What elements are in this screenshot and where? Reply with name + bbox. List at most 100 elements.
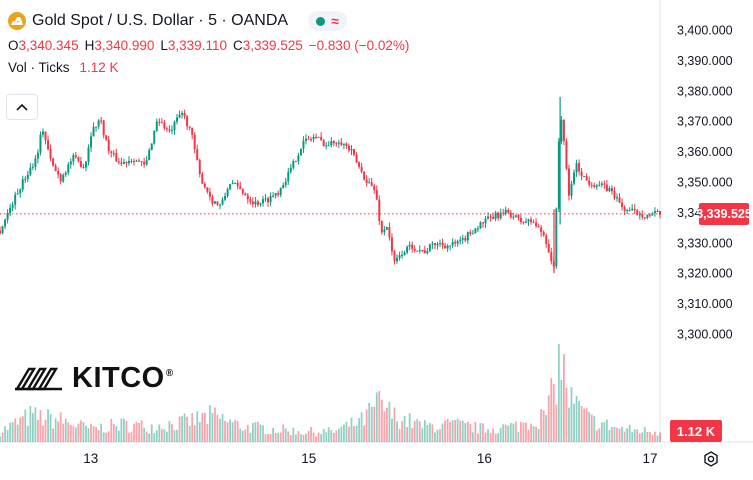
volume-bar — [97, 430, 100, 442]
candle-body — [380, 220, 383, 233]
candle-body — [107, 139, 110, 152]
volume-bar — [90, 423, 92, 442]
volume-bar — [130, 431, 133, 442]
candle-body — [373, 185, 376, 190]
candle-body — [320, 136, 323, 141]
candle-body — [583, 176, 586, 178]
volume-bar — [583, 408, 586, 442]
candle-body — [287, 171, 290, 182]
volume-bar — [153, 433, 156, 442]
candle-body — [570, 183, 573, 196]
volume-bar — [557, 344, 560, 442]
volume-bar — [444, 420, 446, 442]
kitco-watermark: KITCO® — [14, 362, 174, 395]
candle-body — [269, 196, 272, 203]
symbol-title[interactable]: Gold Spot / U.S. Dollar · 5 · OANDA — [32, 12, 289, 29]
candle-body — [282, 184, 285, 189]
volume-bar — [600, 422, 603, 442]
candle-body — [72, 155, 75, 162]
volume-bar — [568, 407, 570, 442]
collapse-legend-button[interactable] — [6, 94, 38, 120]
volume-bar — [537, 428, 540, 442]
candle-body — [621, 202, 624, 207]
last-price-tag: 3,339.525 — [696, 202, 752, 225]
volume-bar — [100, 423, 103, 442]
volume-bar — [297, 431, 300, 442]
candle-body — [9, 207, 12, 213]
volume-bar — [262, 425, 264, 442]
candle-body — [178, 114, 181, 118]
volume-bar — [1, 432, 4, 442]
volume-bar — [641, 432, 644, 442]
candle-body — [532, 222, 535, 224]
volume-bar — [454, 420, 457, 442]
candle-body — [628, 210, 631, 212]
candle-body — [307, 138, 310, 140]
volume-bar — [385, 407, 388, 442]
candle-body — [567, 168, 570, 196]
candle-body — [514, 215, 517, 217]
chevron-up-icon — [16, 98, 28, 116]
volume-bar — [183, 413, 186, 442]
volume-bar — [499, 428, 502, 442]
volume-bar — [434, 432, 436, 442]
volume-bar — [77, 423, 80, 442]
low-value: 3,339.110 — [167, 38, 227, 53]
volume-bar — [196, 411, 199, 442]
candle-body — [327, 145, 330, 147]
volume-bar — [428, 423, 431, 442]
candle-body — [337, 142, 340, 144]
close-label: C — [232, 38, 243, 53]
volume-bar — [633, 429, 636, 442]
volume-bar — [471, 432, 474, 442]
candle-body — [638, 214, 641, 216]
volume-bar — [39, 409, 42, 442]
candle-body — [332, 141, 335, 144]
volume-bar — [186, 416, 189, 442]
volume-bar — [621, 426, 623, 442]
volume-bar — [158, 424, 161, 442]
candle-body — [165, 128, 168, 130]
y-tick-label: 3,390.000 — [677, 54, 733, 68]
candle-body — [335, 143, 338, 145]
settings-hexagon-icon — [704, 451, 718, 467]
volume-bar — [648, 432, 651, 442]
volume-bar — [165, 431, 168, 442]
candle-body — [560, 119, 563, 142]
volume-value: 1.12 K — [79, 60, 119, 75]
volume-bar — [52, 428, 55, 442]
volume-bar — [224, 420, 226, 442]
candle-body — [651, 213, 654, 216]
volume-bar — [284, 428, 287, 442]
candle-body — [476, 228, 479, 230]
volume-bar — [638, 433, 641, 442]
volume-bar — [527, 429, 530, 442]
open-label: O — [8, 38, 19, 53]
candle-body — [52, 158, 55, 166]
volume-bar — [102, 432, 105, 442]
volume-bar — [198, 421, 201, 442]
candle-body — [49, 148, 52, 159]
volume-bar — [522, 422, 525, 442]
volume-bar — [312, 432, 315, 442]
registered-mark: ® — [165, 368, 174, 380]
candle-body — [456, 241, 459, 244]
candle-body — [446, 245, 449, 249]
candle-body — [92, 126, 95, 137]
volume-bar — [391, 418, 393, 442]
volume-bar — [358, 418, 360, 442]
candle-body — [365, 179, 368, 184]
candle-body — [636, 209, 639, 215]
volume-bar — [163, 429, 166, 442]
chart-settings-button[interactable] — [700, 448, 722, 470]
candle-body — [239, 186, 242, 190]
market-status[interactable]: ≈ — [308, 11, 347, 31]
candle-body — [315, 136, 318, 138]
volume-bar — [249, 432, 252, 442]
candle-body — [643, 217, 646, 219]
volume-bar — [234, 419, 237, 442]
volume-bar — [418, 421, 421, 442]
volume-bar — [236, 420, 239, 442]
candle-body — [418, 250, 421, 252]
